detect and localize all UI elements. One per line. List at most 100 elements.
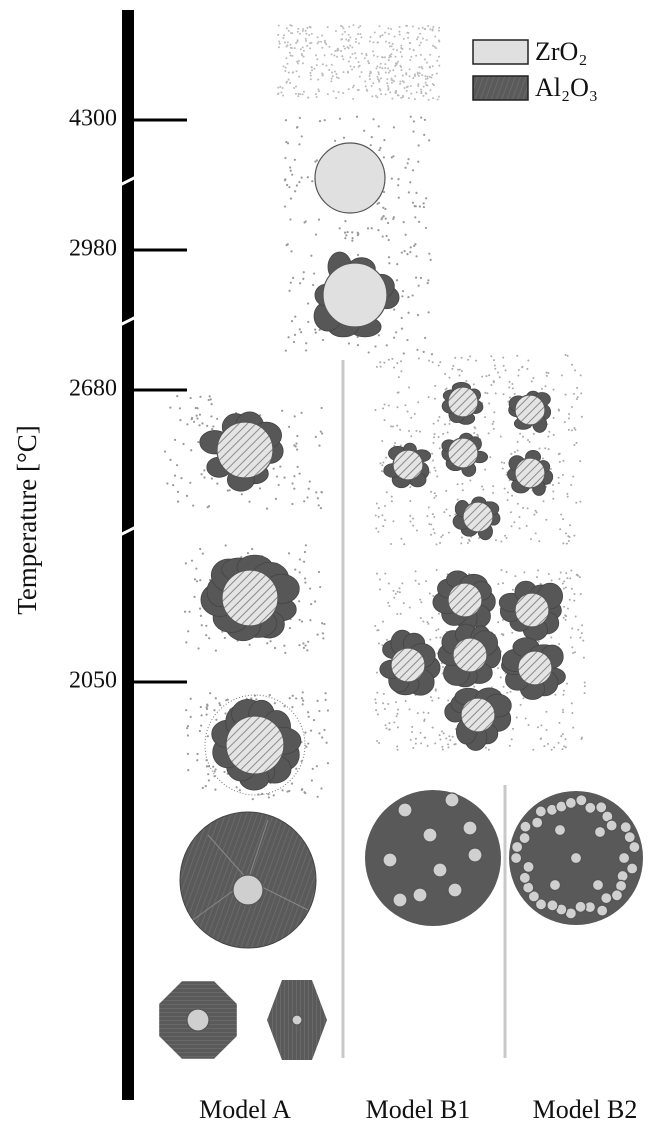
vapor-dot (441, 746, 443, 748)
vapor-dot (420, 732, 422, 734)
vapor-dot (396, 745, 398, 747)
vapor-dot (379, 88, 381, 90)
vapor-dot (409, 515, 411, 517)
vapor-dot (436, 60, 438, 62)
vapor-dot (407, 162, 409, 164)
vapor-dot (493, 421, 495, 423)
vapor-dot (438, 39, 440, 41)
vapor-dot (275, 498, 277, 500)
vapor-dot (318, 732, 320, 734)
vapor-dot (174, 475, 176, 477)
vapor-dot (502, 357, 504, 359)
vapor-dot (294, 47, 296, 49)
vapor-dot (552, 490, 554, 492)
vapor-dot (357, 33, 359, 35)
vapor-dot (321, 47, 323, 49)
vapor-dot (514, 575, 516, 577)
vapor-dot (418, 358, 420, 360)
vapor-dot (576, 442, 578, 444)
vapor-dot (280, 92, 282, 94)
vapor-dot (302, 93, 304, 95)
tick-label: 2980 (69, 236, 117, 262)
vapor-dot (307, 97, 309, 99)
vapor-dot (409, 75, 411, 77)
vapor-dot (310, 75, 312, 77)
vapor-dot (553, 747, 555, 749)
vapor-dot (266, 508, 268, 510)
vapor-dot (311, 779, 313, 781)
vapor-dot (401, 317, 403, 319)
vapor-dot (457, 483, 459, 485)
vapor-dot (341, 55, 343, 57)
vapor-dot (504, 488, 506, 490)
vapor-dot (311, 180, 313, 182)
vapor-dot (355, 41, 357, 43)
vapor-dot (348, 61, 350, 63)
vapor-dot (412, 202, 414, 204)
vapor-dot (404, 250, 406, 252)
vapor-dot (442, 666, 444, 668)
vapor-dot (386, 344, 388, 346)
vapor-dot (375, 702, 377, 704)
vapor-dot (432, 45, 434, 47)
vapor-dot (298, 473, 300, 475)
vapor-dot (295, 768, 297, 770)
vapor-dot (580, 593, 582, 595)
vapor-dot (564, 614, 566, 616)
vapor-dot (342, 33, 344, 35)
vapor-dot (552, 498, 554, 500)
vapor-dot (417, 83, 419, 85)
vapor-dot (376, 76, 378, 78)
vapor-dot (412, 294, 414, 296)
vapor-dot (506, 692, 508, 694)
vapor-dot (313, 272, 315, 274)
vapor-dot (322, 637, 324, 639)
vapor-dot (419, 599, 421, 601)
vapor-dot (474, 427, 476, 429)
vapor-dot (538, 640, 540, 642)
vapor-dot (420, 89, 422, 91)
vapor-dot (502, 582, 504, 584)
vapor-dot (435, 470, 437, 472)
vapor-dot (426, 62, 428, 64)
vapor-dot (407, 312, 409, 314)
vapor-dot (391, 496, 393, 498)
vapor-dot (435, 690, 437, 692)
vapor-dot (185, 641, 187, 643)
vapor-dot (314, 328, 316, 330)
vapor-dot (445, 737, 447, 739)
vapor-dot (285, 57, 287, 59)
vapor-dot (366, 54, 368, 56)
vapor-dot (563, 617, 565, 619)
vapor-dot (437, 628, 439, 630)
vapor-dot (336, 49, 338, 51)
vapor-dot (287, 41, 289, 43)
vapor-dot (269, 694, 271, 696)
vapor-dot (439, 447, 441, 449)
vapor-dot (553, 389, 555, 391)
vapor-dot (335, 97, 337, 99)
vapor-dot (281, 410, 283, 412)
vapor-dot (388, 605, 390, 607)
vapor-dot (335, 30, 337, 32)
vapor-dot (186, 727, 188, 729)
vapor-dot (562, 733, 564, 735)
vapor-dot (565, 738, 567, 740)
vapor-dot (303, 50, 305, 52)
vapor-dot (505, 369, 507, 371)
vapor-dot (338, 91, 340, 93)
vapor-dot (436, 475, 438, 477)
vapor-dot (334, 140, 336, 142)
vapor-dot (467, 359, 469, 361)
vapor-dot (296, 449, 298, 451)
vapor-dot (378, 642, 380, 644)
vapor-dot (493, 411, 495, 413)
vapor-dot (558, 722, 560, 724)
vapor-dot (434, 433, 436, 435)
vapor-dot (567, 355, 569, 357)
vapor-dot (200, 724, 202, 726)
zirconia-particle (448, 438, 478, 468)
vapor-dot (574, 369, 576, 371)
vapor-dot (518, 516, 520, 518)
vapor-dot (508, 386, 510, 388)
